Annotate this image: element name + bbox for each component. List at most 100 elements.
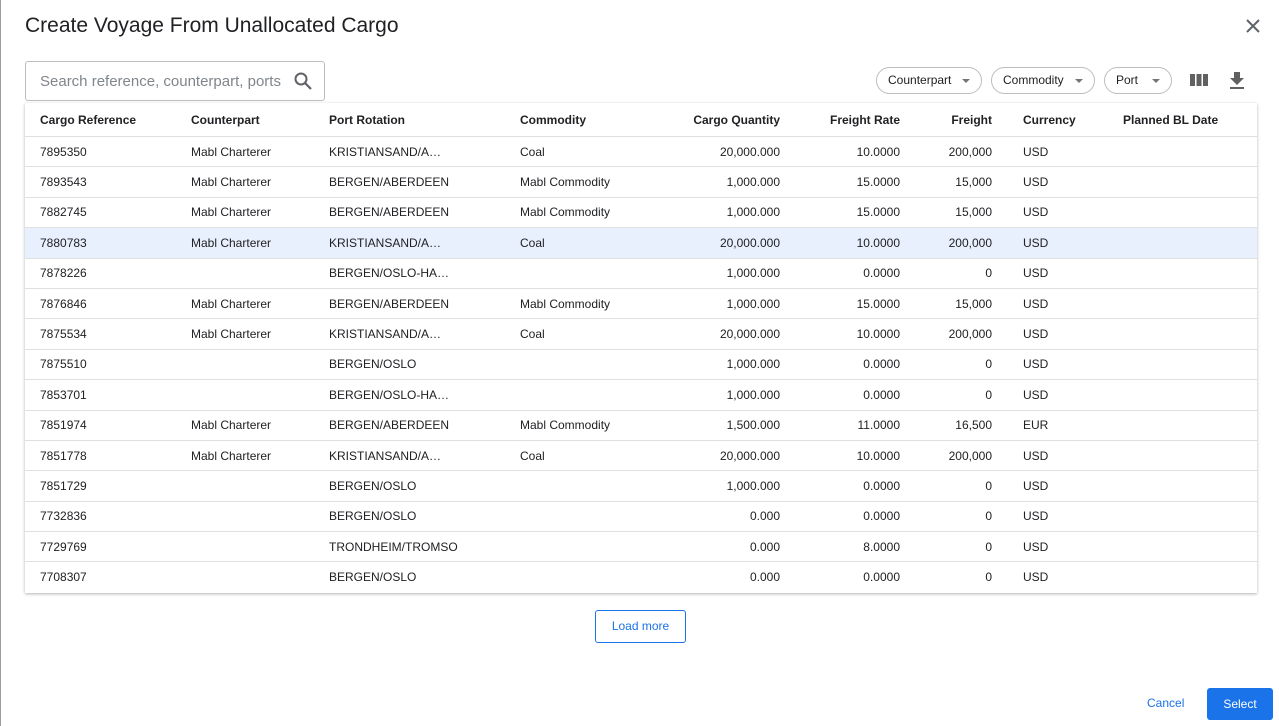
table-cell: BERGEN/OSLO-HA… [314, 258, 505, 289]
table-cell [176, 379, 314, 411]
table-row[interactable]: 7878226 BERGEN/OSLO-HA… 1,000.000 0.0000 0 US… [25, 258, 1257, 289]
table-cell: 15,000 [916, 288, 1008, 320]
table-row[interactable]: 7876846 Mabl Charterer BERGEN/ABERDEEN Mabl… [25, 288, 1257, 320]
edge [0, 0, 1, 726]
search-box[interactable]: Search reference, counterpart, ports [25, 61, 325, 101]
table-cell: 200,000 [916, 440, 1008, 472]
table-row[interactable]: 7851974 Mabl Charterer BERGEN/ABERDEEN Mabl… [25, 410, 1257, 441]
table-cell: Coal [505, 227, 640, 259]
table-cell: 7851778 [25, 440, 176, 472]
table-cell: BERGEN/OSLO-HA… [314, 379, 505, 411]
table-cell: KRISTIANSAND/A… [314, 136, 505, 168]
table-row[interactable]: 7875534 Mabl Charterer KRISTIANSAND/A… Coal… [25, 318, 1257, 350]
table-cell: 10.0000 [796, 136, 916, 168]
table-cell: KRISTIANSAND/A… [314, 318, 505, 350]
table-cell: 0.000 [749, 570, 780, 585]
select-button[interactable]: Select [1207, 688, 1273, 720]
table-cell [1108, 501, 1257, 533]
table-cell: USD [1023, 570, 1049, 585]
table-cell: 7882745 [25, 197, 176, 229]
table-row[interactable]: 7708307 BERGEN/OSLO 0.000 0.0000 0 USD [25, 562, 1257, 592]
table-row[interactable]: 7893543 Mabl Charterer BERGEN/ABERDEEN Mabl… [25, 166, 1257, 198]
table-cell: Mabl Charterer [176, 440, 314, 472]
filter-chip[interactable]: Port [1104, 67, 1172, 94]
column-header: Freight [916, 103, 1008, 137]
table-cell: 15.0000 [796, 166, 916, 198]
table-cell: 16,500 [916, 410, 1008, 441]
table-cell: USD [1008, 349, 1108, 381]
table-cell: 8.0000 [796, 531, 916, 563]
table-cell: Mabl Charterer [176, 166, 314, 198]
load-more-button[interactable]: Load more [595, 610, 686, 643]
table-cell: USD [1008, 470, 1108, 502]
table-row[interactable]: 7853701 BERGEN/OSLO-HA… 1,000.000 0.0000 0 US… [25, 379, 1257, 411]
table-row[interactable]: 7880783 Mabl Charterer KRISTIANSAND/A… Coal… [25, 227, 1257, 259]
table-cell [1108, 562, 1257, 592]
table-cell: KRISTIANSAND/A… [314, 227, 505, 259]
table-cell [176, 349, 314, 381]
cargo-table: Cargo Reference Counterpart Port Rotation C… [25, 103, 1257, 592]
table-cell: 0.000 [640, 501, 796, 533]
table-cell: USD [1008, 379, 1108, 411]
column-header: Freight Rate [796, 103, 916, 137]
table-cell: 0.0000 [796, 379, 916, 411]
table-cell [505, 470, 640, 502]
table-cell [1108, 136, 1257, 168]
table-cell: USD [1008, 166, 1108, 198]
table-row[interactable]: 7875510 BERGEN/OSLO 1,000.000 0.0000 0 USD [25, 349, 1257, 381]
table-cell [1108, 440, 1257, 472]
table-cell [1108, 318, 1257, 350]
columns-icon[interactable] [1189, 72, 1209, 88]
table-cell: 15,000 [916, 197, 1008, 229]
table-cell: 0.0000 [796, 470, 916, 502]
column-header: Port Rotation [314, 103, 505, 137]
table-cell: 7729769 [25, 531, 176, 563]
column-header: Planned BL Date [1108, 103, 1257, 137]
table-cell [176, 562, 314, 592]
table-cell [176, 531, 314, 563]
cancel-button[interactable]: Cancel [1147, 696, 1185, 710]
table-cell [1108, 227, 1257, 259]
table-cell: 7878226 [25, 258, 176, 289]
table-cell: 7875510 [25, 349, 176, 381]
download-icon[interactable] [1228, 70, 1246, 90]
table-cell: Mabl Charterer [176, 136, 314, 168]
search-icon [294, 72, 312, 90]
table-cell: 1,000.000 [640, 470, 796, 502]
table-cell [1108, 166, 1257, 198]
table-cell [1108, 258, 1257, 289]
table-row[interactable]: 7729769 TRONDHEIM/TROMSO 0.000 8.0000 0 USD [25, 531, 1257, 563]
table-row[interactable]: 7732836 BERGEN/OSLO 0.000 0.0000 0 USD [25, 501, 1257, 533]
table-cell: Mabl Commodity [505, 288, 640, 320]
table-cell [1108, 288, 1257, 320]
table-row[interactable]: 7882745 Mabl Charterer BERGEN/ABERDEEN Mabl… [25, 197, 1257, 229]
table-cell: 7851729 [25, 470, 176, 502]
dialog-title: Create Voyage From Unallocated Cargo [25, 14, 399, 37]
filter-chip[interactable]: Commodity [991, 67, 1095, 94]
table-row[interactable]: 7851729 BERGEN/OSLO 1,000.000 0.0000 0 USD [25, 470, 1257, 502]
table-cell: 20,000.000 [640, 440, 796, 472]
table-cell: 7853701 [25, 379, 176, 411]
table-row[interactable]: 7895350 Mabl Charterer KRISTIANSAND/A… Coal… [25, 136, 1257, 168]
table-cell: 7895350 [25, 136, 176, 168]
search-placeholder: Search reference, counterpart, ports [40, 73, 281, 90]
table-cell: 10.0000 [796, 227, 916, 259]
table-card: Cargo Reference Counterpart Port Rotation C… [25, 103, 1257, 593]
table-cell: 7876846 [25, 288, 176, 320]
table-cell: USD [1008, 258, 1108, 289]
table-cell: BERGEN/ABERDEEN [314, 197, 505, 229]
filter-chip[interactable]: Counterpart [876, 67, 982, 94]
table-cell: Mabl Commodity [505, 197, 640, 229]
table-cell: BERGEN/OSLO [329, 570, 417, 585]
close-button[interactable] [1243, 16, 1263, 36]
table-cell: 15.0000 [796, 288, 916, 320]
table-cell [176, 258, 314, 289]
table-cell: USD [1008, 501, 1108, 533]
table-cell: 0 [985, 570, 992, 585]
table-cell: 1,000.000 [640, 379, 796, 411]
table-cell: 0 [916, 379, 1008, 411]
table-row[interactable]: 7851778 Mabl Charterer KRISTIANSAND/A… Coal… [25, 440, 1257, 472]
column-header: Counterpart [176, 103, 314, 137]
table-cell [505, 349, 640, 381]
